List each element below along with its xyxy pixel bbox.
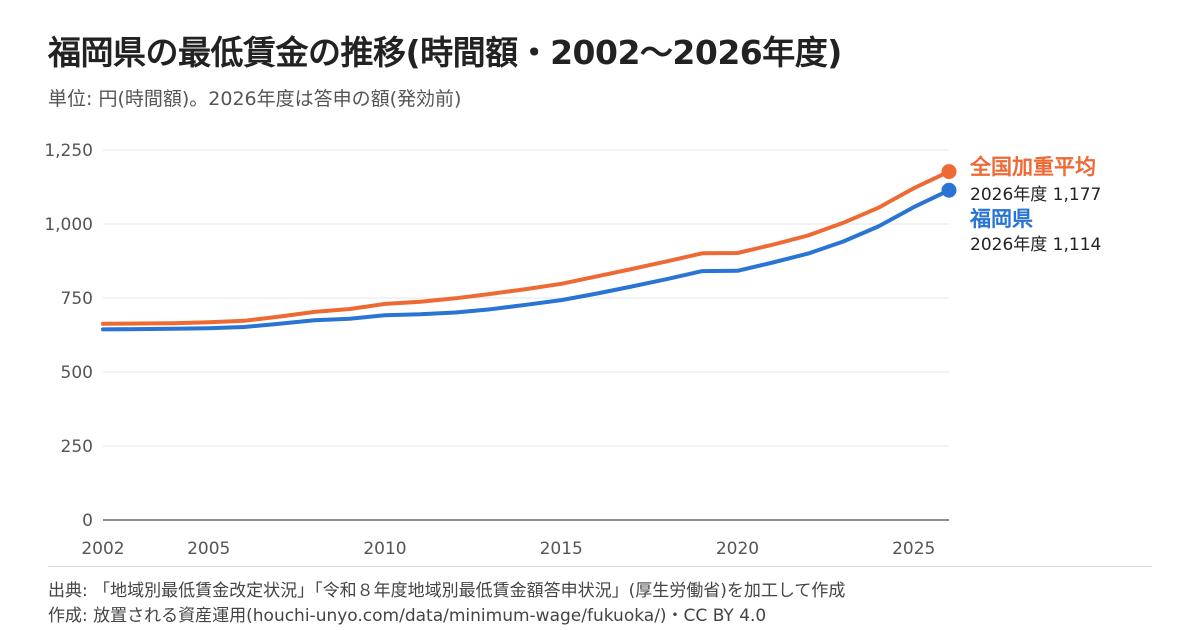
- end-label-name: 福岡県: [969, 207, 1033, 231]
- x-tick-label: 2010: [363, 539, 406, 559]
- x-tick-label: 2015: [540, 539, 583, 559]
- y-tick-label: 1,250: [44, 141, 93, 161]
- y-axis-ticks: 0 250 500 750 1,000 1,250: [44, 141, 93, 531]
- series-line-fukuoka: [101, 188, 951, 332]
- end-label-value: 2026年度 1,114: [970, 235, 1101, 255]
- end-point-fukuoka: [941, 182, 957, 198]
- series-line-national-average: [101, 169, 951, 326]
- grid-lines: [103, 149, 949, 521]
- chart-subtitle: 単位: 円(時間額)。2026年度は答申の額(発効前): [48, 88, 462, 110]
- series-lines: [101, 164, 957, 332]
- source-note: 出典: 「地域別最低賃金改定状況」「令和８年度地域別最低賃金額答申状況」(厚生労…: [48, 581, 846, 601]
- end-label-name: 全国加重平均: [969, 155, 1096, 179]
- y-tick-label: 0: [82, 511, 93, 531]
- end-point-national-average: [941, 164, 957, 180]
- y-tick-label: 750: [61, 289, 93, 309]
- credit-note: 作成: 放置される資産運用(houchi-unyo.com/data/minim…: [48, 606, 767, 626]
- x-tick-label: 2025: [892, 539, 935, 559]
- x-tick-label: 2002: [81, 539, 124, 559]
- y-tick-label: 500: [61, 363, 93, 383]
- chart-title: 福岡県の最低賃金の推移(時間額・2002〜2026年度): [48, 33, 842, 72]
- y-tick-label: 1,000: [44, 215, 93, 235]
- x-tick-label: 2005: [187, 539, 230, 559]
- footer-divider: [48, 566, 1152, 567]
- x-axis-ticks: 2002 2005 2010 2015 2020 2025: [81, 539, 935, 559]
- end-label-value: 2026年度 1,177: [970, 185, 1101, 205]
- y-tick-label: 250: [61, 437, 93, 457]
- x-tick-label: 2020: [716, 539, 759, 559]
